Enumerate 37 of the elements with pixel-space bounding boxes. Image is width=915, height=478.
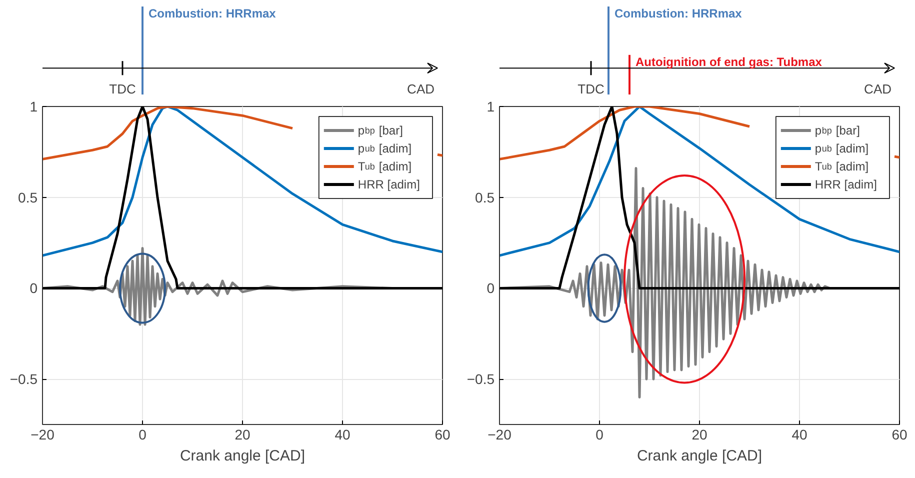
y-tick-label: −0.5 — [10, 371, 38, 388]
y-tick-label: 1 — [30, 98, 38, 114]
y-tick-label: 0.5 — [18, 189, 38, 206]
line-series — [500, 106, 900, 257]
x-tick-label: 40 — [792, 426, 808, 442]
x-axis-title: Crank angle [CAD] — [636, 448, 762, 464]
x-tick-label: 60 — [892, 426, 908, 442]
x-tick-label: −20 — [488, 426, 512, 442]
x-tick-label: 60 — [434, 426, 450, 442]
annotation: TDC — [109, 81, 136, 96]
legend-label: pub [adim] — [814, 142, 869, 156]
legend-label: pbp [bar] — [814, 124, 860, 138]
ref-line-label: Combustion: HRRmax — [614, 6, 742, 20]
x-tick-label: 0 — [596, 426, 604, 442]
line-series — [42, 106, 442, 257]
y-tick-label: 0 — [486, 280, 495, 296]
legend-label: HRR [adim] — [358, 178, 420, 192]
x-tick-label: 0 — [138, 426, 147, 442]
text: CAD — [407, 81, 435, 96]
legend-label: Tub [adim] — [814, 160, 869, 174]
legend-label: Tub [adim] — [358, 160, 412, 174]
annotation: TDC — [578, 81, 604, 96]
y-tick-label: 0.5 — [475, 189, 495, 206]
x-tick-label: −20 — [30, 426, 55, 442]
ref-line-label: Autoignition of end gas: Tubmax — [636, 54, 822, 69]
x-tick-label: 40 — [334, 426, 350, 442]
x-tick-label: 20 — [692, 426, 708, 442]
ref-line-label: Combustion: HRRmax — [148, 6, 276, 20]
x-axis-title: Crank angle [CAD] — [180, 448, 306, 464]
text: CAD — [864, 81, 892, 96]
y-tick-label: −0.5 — [466, 371, 495, 388]
legend-label: HRR [adim] — [814, 178, 877, 192]
y-tick-label: 1 — [486, 98, 495, 114]
legend-label: pbp [bar] — [358, 124, 403, 138]
x-tick-label: 20 — [234, 426, 250, 442]
y-tick-label: 0 — [30, 280, 38, 296]
legend-label: pub [adim] — [358, 142, 412, 156]
